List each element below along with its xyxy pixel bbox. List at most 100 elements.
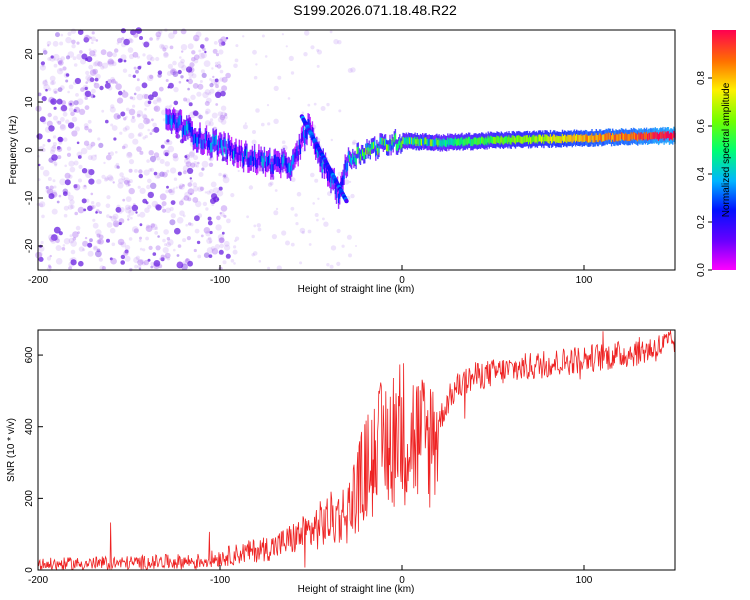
heatmap-noise-blob <box>206 247 214 254</box>
heatmap-x-tick-label: 100 <box>576 275 593 286</box>
heatmap-noise-blob <box>307 229 312 234</box>
heatmap-ridge-core <box>305 128 307 139</box>
heatmap-noise-blob <box>143 169 150 176</box>
heatmap-ridge-core <box>346 161 349 171</box>
heatmap-noise-blob <box>82 240 89 247</box>
heatmap-noise-blob <box>182 214 186 218</box>
heatmap-ridge-core <box>359 153 362 161</box>
heatmap-ridge-core <box>672 133 674 141</box>
heatmap-ridge-core <box>432 139 435 147</box>
heatmap-noise-blob <box>204 37 209 42</box>
heatmap-noise-blob <box>63 137 68 142</box>
heatmap-noise-blob <box>142 136 146 140</box>
heatmap-ridge-core <box>254 157 257 168</box>
heatmap-ridge-core <box>430 139 433 147</box>
heatmap-ridge-core <box>590 135 592 142</box>
heatmap-noise-blob <box>130 29 137 36</box>
heatmap-noise-blob <box>303 52 308 57</box>
heatmap-noise-blob <box>277 75 282 80</box>
heatmap-ridge-core <box>668 133 671 141</box>
heatmap-noise-blob <box>193 34 200 42</box>
heatmap-ridge-core <box>287 162 290 172</box>
heatmap-noise-blob <box>142 198 148 204</box>
heatmap-ridge-core <box>472 139 474 147</box>
heatmap-noise-blob <box>184 157 191 165</box>
heatmap-ridge-core <box>294 152 296 162</box>
heatmap-noise-blob <box>66 146 72 151</box>
colorbar-ticks: 0.0 0.2 0.4 0.6 0.8 <box>696 71 712 277</box>
heatmap-noise-blob <box>110 123 114 127</box>
heatmap-noise-blob <box>316 218 319 222</box>
heatmap-noise-blob <box>51 80 56 85</box>
heatmap-noise-blob <box>225 37 229 40</box>
heatmap-noise-blob <box>53 106 57 110</box>
heatmap-noise-blob <box>273 85 279 91</box>
heatmap-ridge-core <box>267 157 269 167</box>
heatmap-noise-blob <box>152 99 158 105</box>
heatmap-noise-blob <box>209 78 212 81</box>
heatmap-noise-blob <box>182 260 188 266</box>
heatmap-ridge-core <box>199 128 201 138</box>
heatmap-noise-blob <box>198 49 202 53</box>
heatmap-ridge-core <box>416 137 418 145</box>
heatmap-ridge-core <box>425 137 427 145</box>
heatmap-noise-blob <box>83 208 87 212</box>
heatmap-ridge-core <box>247 157 249 168</box>
heatmap-noise-blob <box>166 71 172 76</box>
heatmap-ridge-core <box>496 135 498 143</box>
heatmap-ridge-core <box>230 142 233 153</box>
heatmap-ridge-core <box>194 133 197 144</box>
heatmap-noise-blob <box>166 169 170 173</box>
heatmap-noise-blob <box>242 124 248 130</box>
heatmap-ridge-core <box>501 136 504 144</box>
heatmap-noise-blob <box>143 259 149 266</box>
heatmap-noise-blob <box>117 182 124 189</box>
heatmap-noise-blob <box>152 160 155 163</box>
heatmap-ridge-core <box>517 135 519 143</box>
heatmap-noise-blob <box>91 204 96 209</box>
heatmap-ridge-core <box>341 177 343 188</box>
heatmap-noise-blob <box>216 198 220 201</box>
heatmap-noise-blob <box>132 51 139 58</box>
heatmap-noise-blob <box>218 172 222 177</box>
heatmap-noise-blob <box>67 31 72 36</box>
heatmap-ridge-core <box>592 135 594 143</box>
heatmap-noise-blob <box>76 98 84 105</box>
heatmap-secondary-streak <box>344 198 349 204</box>
heatmap-noise-blob <box>162 118 166 122</box>
heatmap-noise-blob <box>135 255 140 260</box>
heatmap-ridge-core <box>614 135 616 142</box>
heatmap-ridge-core <box>495 137 497 145</box>
heatmap-noise-blob <box>95 229 102 236</box>
heatmap-noise-blob <box>290 206 295 211</box>
heatmap-noise-blob <box>206 237 213 244</box>
heatmap-noise-blob <box>76 141 80 145</box>
heatmap-ridge-core <box>573 133 576 141</box>
heatmap-ridge-core <box>360 149 363 157</box>
snr-frame <box>37 329 676 571</box>
heatmap-ridge-core <box>206 140 209 150</box>
heatmap-ridge-core <box>291 161 293 171</box>
heatmap-noise-blob <box>89 36 92 40</box>
heatmap-noise-blob <box>118 90 123 96</box>
heatmap-noise-blob <box>73 184 78 189</box>
heatmap-noise-blob <box>266 104 270 107</box>
heatmap-noise-blob <box>338 109 342 113</box>
heatmap-noise-blob <box>119 241 123 245</box>
heatmap-noise-blob <box>49 185 54 190</box>
heatmap-ridge-core <box>417 139 420 146</box>
heatmap-ridge-core <box>250 155 252 165</box>
heatmap-noise-blob <box>200 52 207 59</box>
heatmap-noise-blob <box>47 44 50 47</box>
heatmap-noise-blob <box>201 160 209 168</box>
heatmap-noise-blob <box>90 141 96 147</box>
heatmap-ridge-core <box>446 140 448 148</box>
heatmap-noise-blob <box>111 125 118 131</box>
heatmap-ridge-core <box>394 133 397 141</box>
heatmap-ridge-core <box>174 114 176 125</box>
heatmap-ridge-core <box>511 135 513 143</box>
heatmap-ridge-core <box>403 137 405 145</box>
heatmap-ridge-core <box>393 135 395 143</box>
heatmap-noise-blob <box>220 119 227 125</box>
